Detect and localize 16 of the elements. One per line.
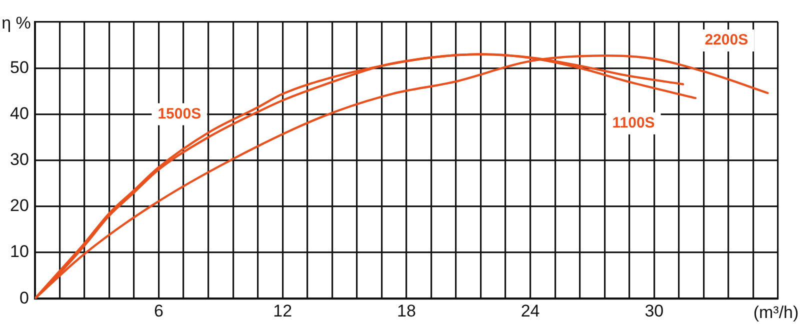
x-tick-label: 6 [154,301,164,320]
x-tick-label: 18 [396,301,416,320]
series-label: 2200S [704,32,748,49]
x-axis-title: (m³/h) [753,302,799,322]
series-label: 1500S [158,105,202,122]
x-tick-label: 30 [644,301,664,320]
y-tick-label: 50 [10,58,29,77]
y-tick-label: 40 [10,104,29,123]
y-tick-label: 20 [10,196,29,216]
series-label: 1100S [612,114,655,132]
y-tick-label: 0 [19,288,29,308]
x-tick-label: 24 [520,301,540,320]
x-tick-label: 12 [273,301,292,320]
y-axis-title: η % [2,14,31,33]
y-tick-label: 30 [10,150,29,169]
y-tick-label: 10 [10,242,29,262]
